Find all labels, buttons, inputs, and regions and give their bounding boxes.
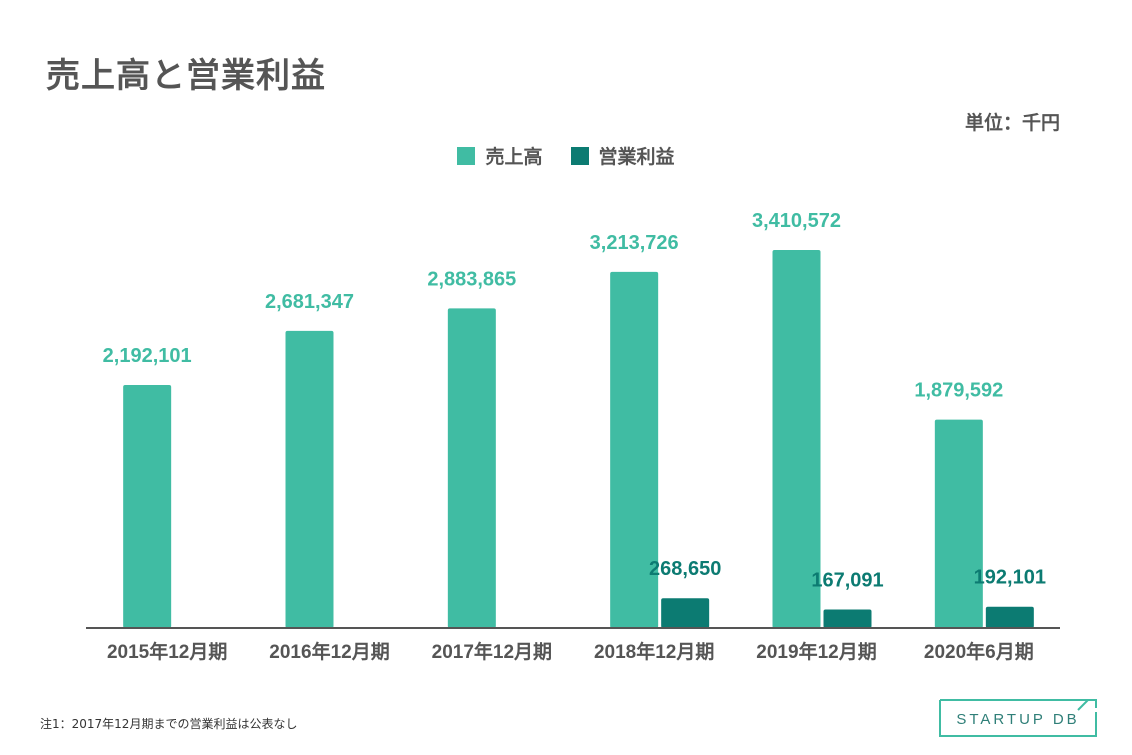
legend-swatch-profit	[570, 146, 589, 165]
sales-bar-0	[123, 385, 172, 628]
sales-bar-2	[447, 308, 496, 628]
profit-bar-5	[985, 606, 1034, 628]
x-tick-label-3: 2018年12月期	[594, 640, 714, 663]
profit-value-label-3: 268,650	[649, 558, 721, 580]
legend-item-profit: 営業利益	[570, 142, 675, 169]
legend: 売上高 営業利益	[0, 142, 1132, 169]
profit-bar-3	[661, 598, 710, 628]
sales-bar-3	[610, 271, 659, 628]
legend-swatch-sales	[457, 146, 476, 165]
legend-label-profit: 営業利益	[598, 146, 675, 168]
footnote: 注1：2017年12月期までの営業利益は公表なし	[40, 717, 298, 731]
sales-value-label-3: 3,213,726	[590, 232, 679, 254]
legend-item-sales: 売上高	[457, 142, 543, 169]
sales-value-label-2: 2,883,865	[427, 268, 516, 290]
legend-label-sales: 売上高	[485, 146, 543, 168]
x-tick-label-4: 2019年12月期	[756, 640, 876, 663]
sales-bar-5	[934, 419, 983, 628]
logo-text: STARTUP DB	[956, 711, 1079, 728]
profit-value-label-4: 167,091	[811, 569, 883, 591]
sales-value-label-1: 2,681,347	[265, 291, 354, 313]
sales-bar-1	[285, 330, 334, 628]
sales-bar-4	[772, 250, 821, 628]
profit-bar-4	[823, 609, 872, 628]
chart-title: 売上高と営業利益	[46, 56, 326, 96]
x-tick-label-5: 2020年6月期	[924, 640, 1034, 663]
sales-value-label-4: 3,410,572	[752, 210, 841, 232]
x-tick-label-1: 2016年12月期	[269, 640, 389, 663]
bar-chart: 2,192,101 2015年12月期 2,681,347 2016年12月期 2,88…	[86, 210, 1060, 663]
profit-value-label-5: 192,101	[974, 567, 1046, 589]
sales-value-label-5: 1,879,592	[914, 380, 1003, 402]
x-tick-label-2: 2017年12月期	[432, 640, 552, 663]
startup-db-logo: STARTUP DB	[939, 699, 1097, 737]
sales-value-label-0: 2,192,101	[103, 345, 192, 367]
x-tick-label-0: 2015年12月期	[107, 640, 227, 663]
unit-label: 単位：千円	[964, 112, 1060, 134]
